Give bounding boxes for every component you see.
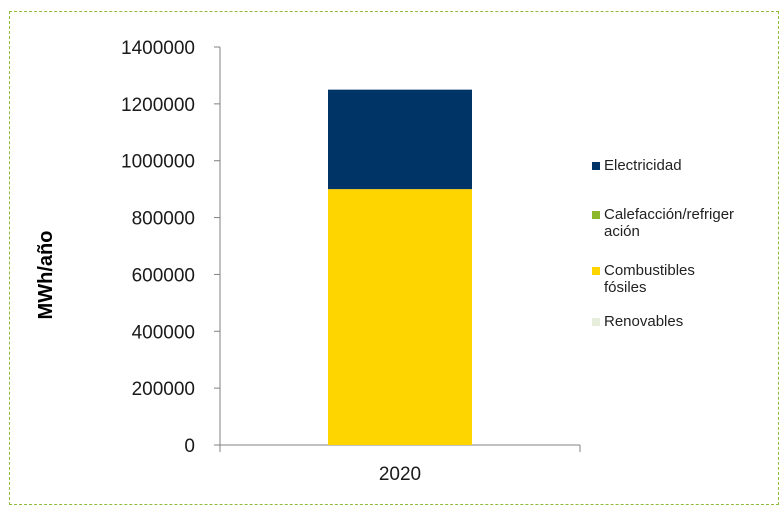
legend-label: Electricidad	[604, 157, 682, 174]
legend-label: fósiles	[604, 279, 647, 296]
legend-label: Calefacción/refriger	[604, 206, 734, 223]
y-axis-label: MWh/año	[35, 231, 57, 320]
x-tick-label: 2020	[379, 464, 421, 485]
bar-segment	[328, 89, 472, 190]
y-axis: 0 200000 400000 600000 800000 1000000 1200000 1…	[121, 38, 221, 457]
legend-swatch	[592, 318, 600, 326]
y-tick-label: 800000	[132, 209, 195, 230]
bar-segment	[328, 189, 472, 445]
legend-swatch	[592, 162, 600, 170]
legend-label: Combustibles	[604, 262, 695, 279]
legend-swatch	[592, 211, 600, 219]
y-tick-label: 600000	[132, 265, 195, 286]
x-axis: 2020	[219, 444, 581, 485]
legend-label: ación	[604, 223, 640, 240]
y-tick-label: 400000	[132, 322, 195, 343]
y-tick-label: 1400000	[121, 38, 195, 59]
y-tick-label: 1000000	[121, 152, 195, 173]
legend-label: Renovables	[604, 313, 683, 330]
y-tick-label: 1200000	[121, 95, 195, 116]
legend-swatch	[592, 267, 600, 275]
y-tick-label: 0	[184, 436, 195, 457]
bars	[328, 89, 472, 445]
chart-frame	[9, 11, 779, 505]
y-tick-label: 200000	[132, 379, 195, 400]
